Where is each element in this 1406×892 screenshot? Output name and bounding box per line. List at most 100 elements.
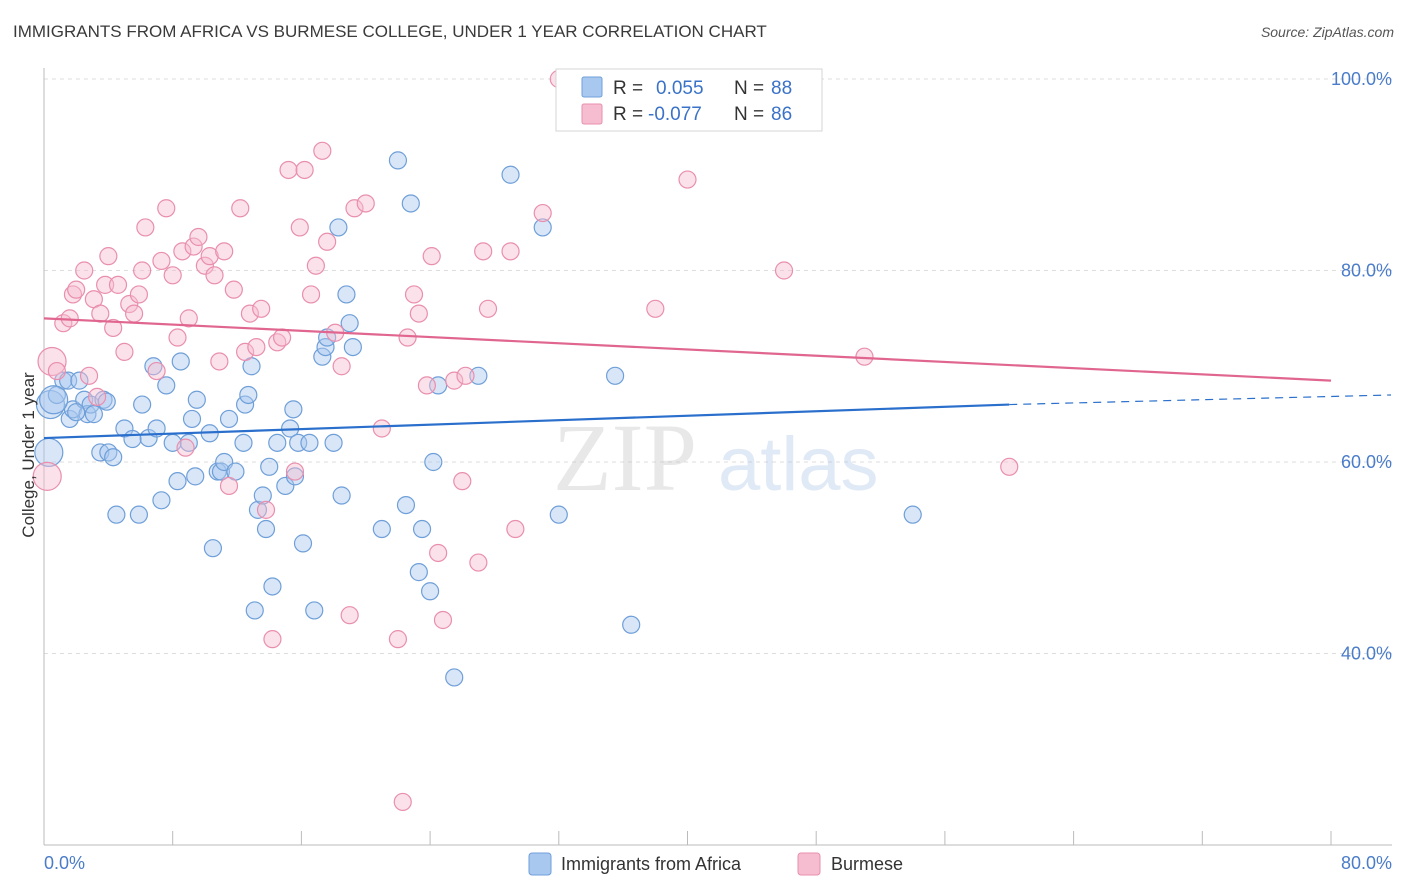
burmese-point [372,419,391,438]
burmese-point [340,606,359,625]
burmese-point [774,261,794,280]
burmese-point [417,376,436,395]
burmese-point [75,261,94,280]
africa-point [70,371,89,390]
burmese-point [173,242,192,261]
africa-point [39,385,69,415]
burmese-point [200,247,219,266]
axes [43,68,1392,846]
legend-r-label-2: R = [613,104,643,125]
africa-point [445,668,464,687]
burmese-point [231,199,250,218]
burmese-point [157,199,176,218]
burmese-point [290,218,309,237]
burmese-point [215,242,234,261]
burmese-point [388,630,408,649]
burmese-point [279,160,298,180]
x-tick-label-min: 0.0% [44,853,85,873]
africa-point [401,194,420,213]
burmese-point [195,256,214,275]
burmese-point [247,338,266,357]
africa-point [501,165,520,184]
y-axis-label: College, Under 1 year [19,372,38,538]
africa-point [78,405,97,424]
series-immigrants-from-africa [34,151,922,687]
burmese-point [332,357,351,376]
burmese-point [456,366,475,385]
y-tick-label-60: 60.0% [1341,452,1392,472]
burmese-point [179,309,198,328]
burmese-point [433,610,453,630]
africa-point [533,218,552,237]
trend-line-africa-extension [1009,394,1392,406]
bottom-legend-label-blue: Immigrants from Africa [561,854,742,874]
africa-point [235,395,255,414]
burmese-point [67,280,86,299]
africa-point [305,601,324,620]
burmese-point [501,242,520,261]
legend-bottom: Immigrants from Africa Burmese [528,852,903,876]
burmese-point [224,280,243,299]
burmese-point [469,553,488,572]
legend-top: R = 0.055 N = 88 R = -0.077 N = 86 [555,68,823,132]
africa-point [332,486,351,505]
burmese-point [133,261,152,280]
africa-point [203,539,223,558]
africa-point [168,472,187,491]
africa-point [337,285,356,304]
burmese-point [219,476,239,496]
burmese-point [184,237,203,256]
burmese-point [240,304,260,323]
x-ticks [43,831,1332,845]
burmese-point [285,462,305,481]
africa-point [300,433,319,452]
burmese-point [252,299,271,318]
legend-r-value-1: 0.055 [656,78,704,99]
burmese-point [168,328,187,347]
burmese-point [47,361,66,381]
burmese-point [272,328,292,347]
africa-point [187,390,206,409]
africa-point [343,338,362,357]
y-tick-label-80: 80.0% [1341,261,1392,281]
burmese-point [124,304,144,323]
burmese-point [104,318,123,338]
watermark-zip: ZIP [553,404,697,511]
legend-n-label-1: N = [734,78,764,99]
africa-point [268,433,287,452]
burmese-point [189,227,208,247]
burmese-point [91,304,110,323]
bottom-legend-label-pink: Burmese [831,854,903,874]
legend-n-value-1: 88 [771,78,792,99]
source-credit: Source: ZipAtlas.com [1260,24,1394,40]
burmese-point [478,299,498,318]
burmese-point [120,294,139,314]
africa-point [67,403,86,422]
burmese-point [115,342,134,361]
africa-point [606,366,625,385]
africa-point [372,519,391,539]
burmese-point [87,387,107,406]
burmese-point [422,247,441,266]
africa-point [35,389,66,420]
burmese-point [398,328,417,347]
burmese-point [136,218,155,237]
burmese-point [256,500,276,519]
burmese-point [152,251,171,271]
africa-point [123,429,142,449]
burmese-point [306,256,325,275]
burmese-point [474,242,493,261]
legend-n-label-2: N = [734,104,764,125]
africa-point [245,601,264,620]
bottom-legend-swatch-blue [528,852,552,876]
trend-line-burmese [43,317,1332,382]
africa-point [469,366,488,385]
africa-point [211,462,231,481]
africa-point [107,505,126,524]
burmese-point [210,352,229,371]
burmese-point [345,199,364,218]
africa-point [412,519,432,539]
burmese-point [393,792,412,812]
burmese-point [176,438,195,457]
burmese-point [295,160,314,180]
